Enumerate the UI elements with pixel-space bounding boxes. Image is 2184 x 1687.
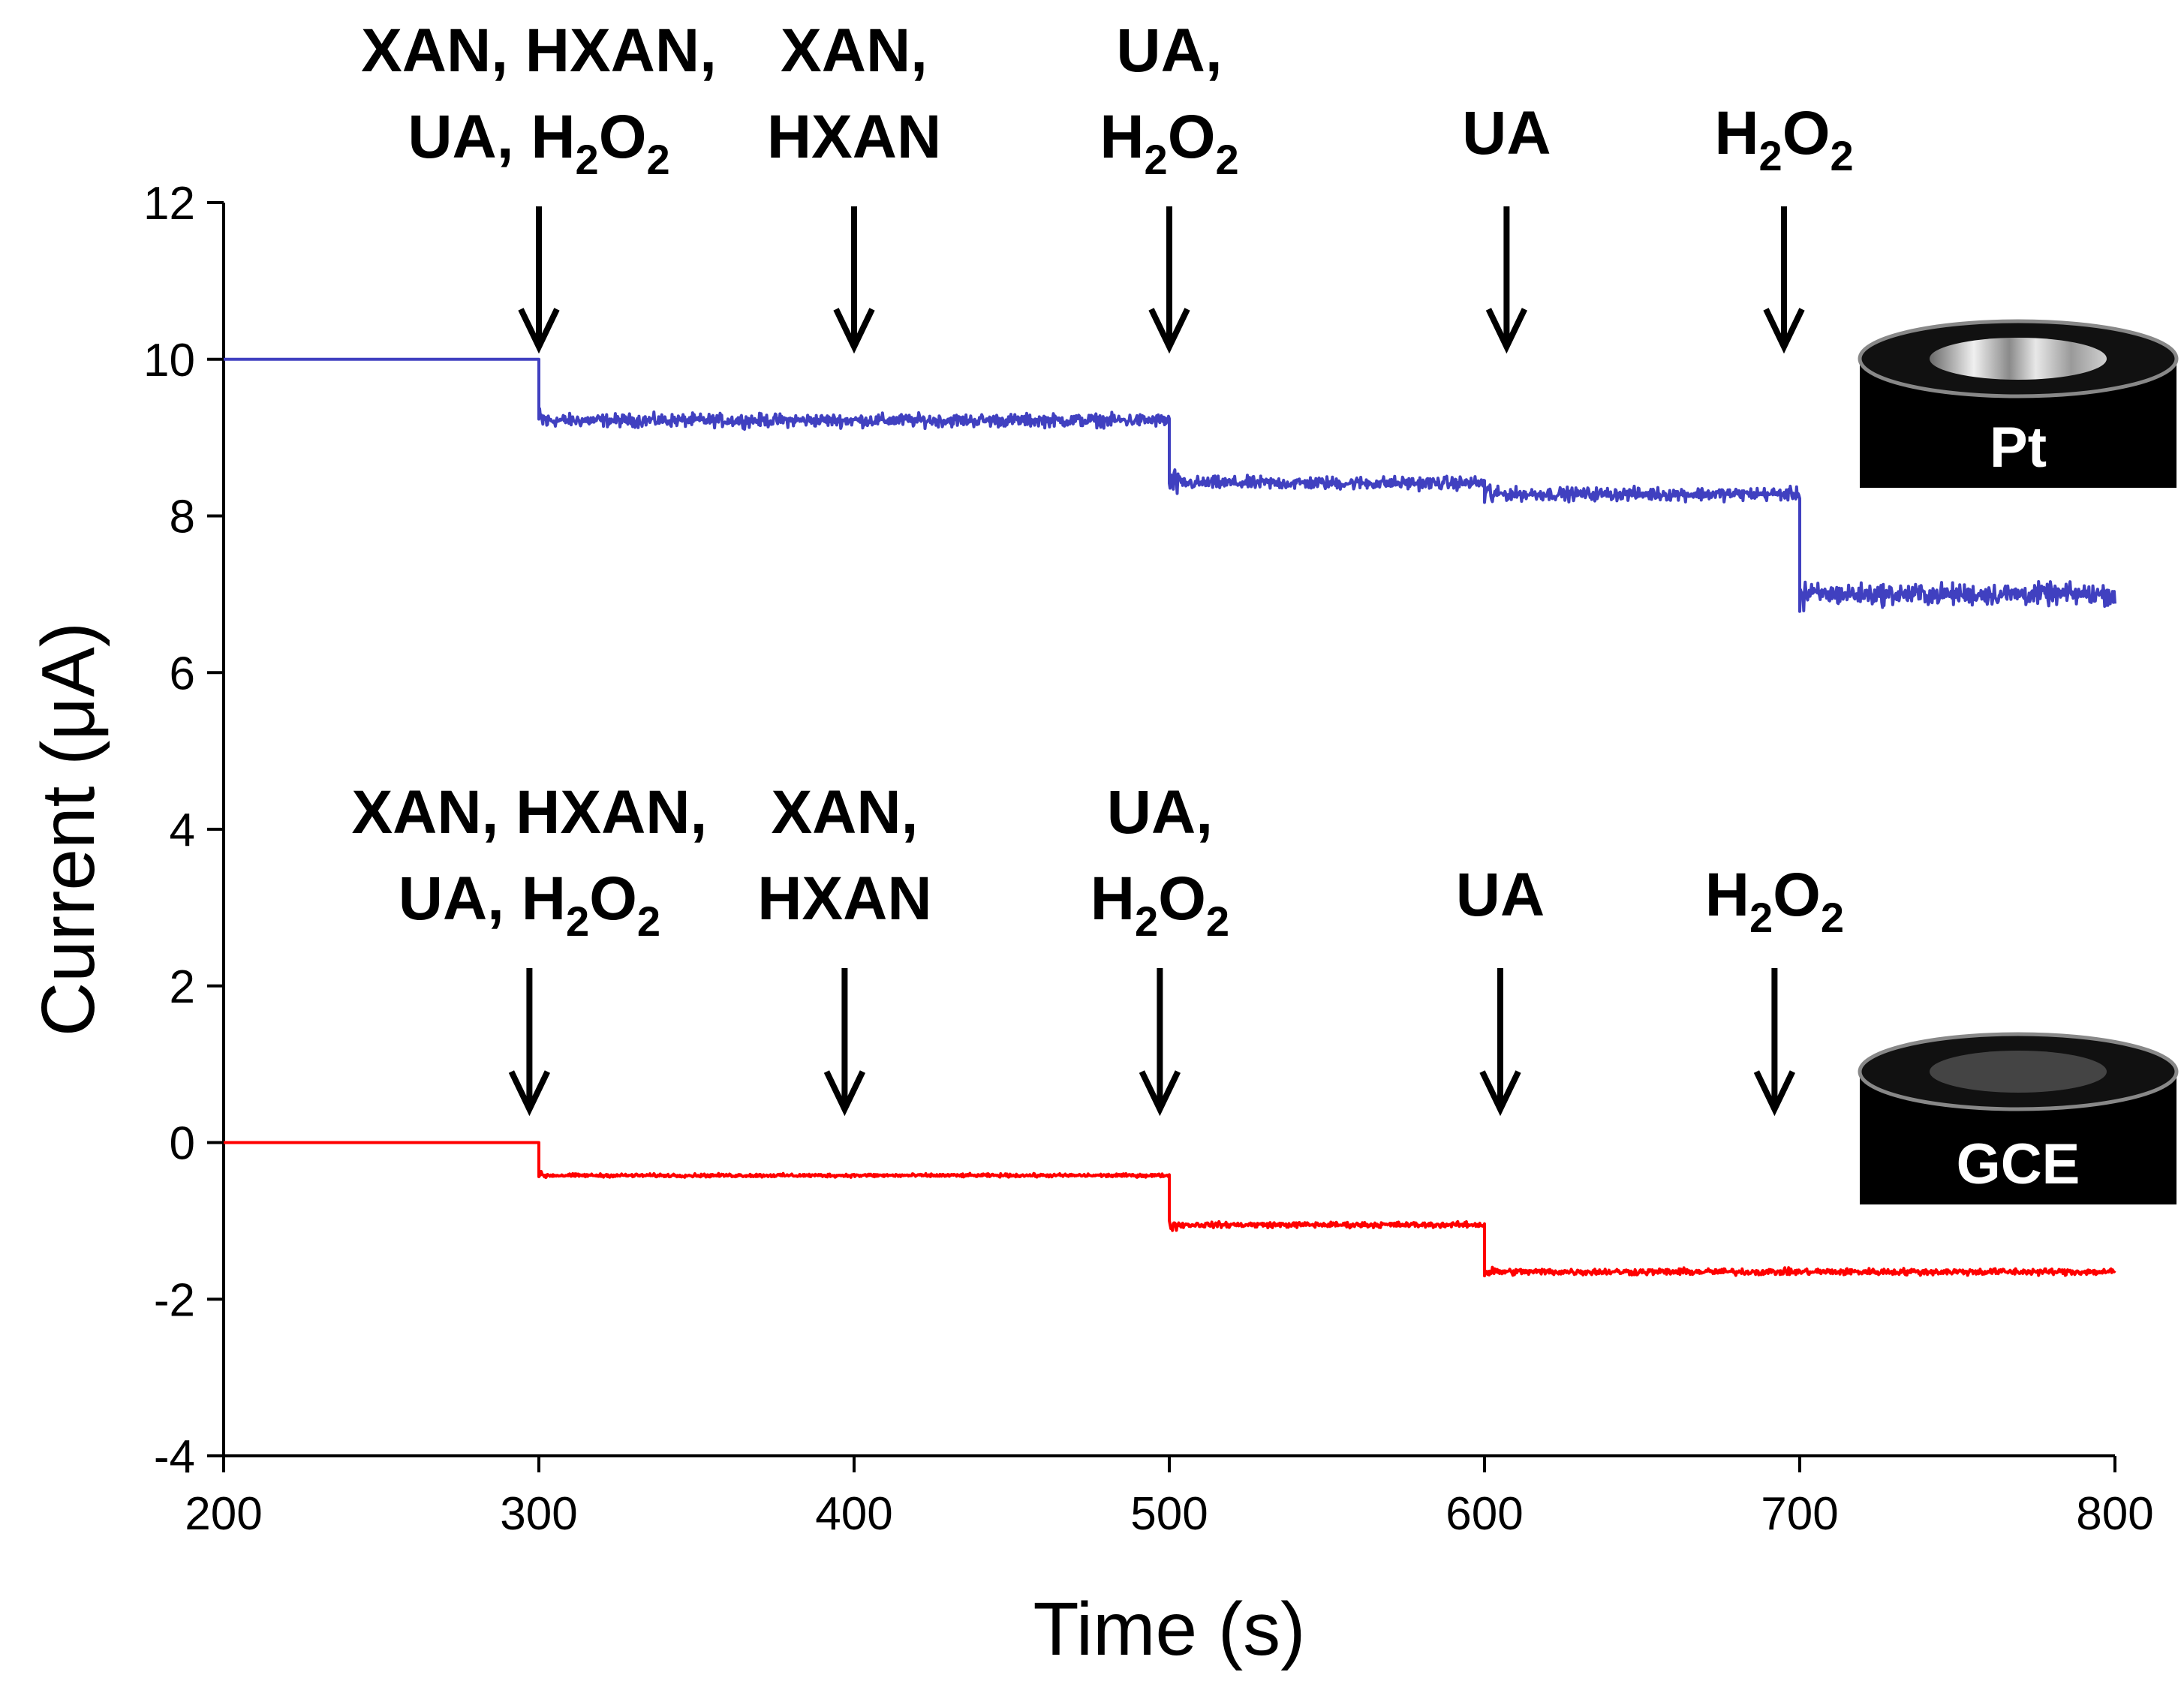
electrode-disk [1930, 338, 2107, 380]
annotation-gce: XAN, HXAN [757, 778, 932, 1117]
x-tick-label: 300 [500, 1488, 577, 1540]
annotation-label: XAN, [771, 778, 918, 847]
electrode-gce-icon: GCE [1858, 1032, 2179, 1204]
annotation-gce: H2O2 [1705, 861, 1844, 1117]
annotation-label: H2O2 [1714, 99, 1853, 179]
annotation-label: UA, [1116, 17, 1222, 85]
annotation-pt: H2O2 [1714, 99, 1854, 354]
arrow-down-icon [1763, 308, 1805, 354]
annotation-gce: UA, H2O2 [1090, 778, 1229, 1117]
annotation-pt: XAN, HXAN [767, 17, 941, 354]
arrow-down-icon [823, 1070, 866, 1117]
annotation-label: H2O2 [1090, 865, 1229, 945]
y-tick-label: 10 [143, 335, 195, 386]
annotation-label: XAN, HXAN, [361, 17, 717, 85]
x-tick-label: 500 [1130, 1488, 1208, 1540]
arrow-down-icon [1753, 1070, 1796, 1117]
arrow-down-icon [508, 1070, 551, 1117]
y-tick-label: 4 [170, 804, 195, 856]
annotation-label: UA [1456, 861, 1545, 929]
y-tick-label: -4 [154, 1431, 195, 1483]
y-tick-label: -2 [154, 1274, 195, 1326]
x-axis-title: Time (s) [1033, 1587, 1306, 1671]
annotation-pt: UA, H2O2 [1100, 17, 1239, 354]
series-line-gce [223, 1141, 2116, 1278]
annotation-label: H2O2 [1100, 103, 1238, 183]
axes: -4 -2 0 2 4 6 8 10 12 200 300 400 500 600 700 800 Time (… [26, 178, 2154, 1671]
x-tick-label: 600 [1445, 1488, 1523, 1540]
annotation-label: UA [1462, 99, 1551, 167]
arrow-down-icon [518, 308, 560, 354]
y-tick-label: 2 [170, 961, 195, 1013]
electrode-icons: Pt GCE [1858, 319, 2179, 1204]
annotation-gce: UA [1456, 861, 1545, 1117]
series-layer [223, 357, 2116, 1278]
y-tick-label: 0 [170, 1118, 195, 1170]
y-tick-label: 8 [170, 492, 195, 543]
annotation-pt: UA [1462, 99, 1551, 354]
series-line-pt [223, 357, 2116, 613]
annotation-pt: XAN, HXAN, UA, H2O2 [361, 17, 717, 354]
x-tick-label: 700 [1761, 1488, 1838, 1540]
arrow-down-icon [1485, 308, 1528, 354]
x-tick-label: 800 [2076, 1488, 2153, 1540]
annotation-label: UA, H2O2 [399, 865, 660, 945]
annotation-label: HXAN [767, 103, 941, 171]
x-tick-label: 200 [185, 1488, 262, 1540]
annotation-label: XAN, HXAN, [351, 778, 707, 847]
annotation-label: H2O2 [1705, 861, 1844, 941]
x-tick-label: 400 [815, 1488, 892, 1540]
arrow-down-icon [1479, 1070, 1521, 1117]
electrode-disk [1930, 1051, 2107, 1093]
y-tick-label: 12 [143, 178, 195, 230]
electrode-label: GCE [1957, 1132, 2080, 1196]
annotation-label: UA, [1107, 778, 1213, 847]
annotation-gce: XAN, HXAN, UA, H2O2 [351, 778, 707, 1117]
arrow-down-icon [1148, 308, 1190, 354]
annotation-label: XAN, [781, 17, 928, 85]
electrode-label: Pt [1990, 416, 2047, 480]
y-tick-label: 6 [170, 648, 195, 699]
arrow-down-icon [1139, 1070, 1181, 1117]
y-axis-title: Current (μA) [26, 622, 110, 1036]
arrow-down-icon [833, 308, 875, 354]
electrode-pt-icon: Pt [1858, 319, 2179, 488]
annotation-label: UA, H2O2 [408, 103, 669, 183]
annotation-label: HXAN [757, 865, 931, 933]
annotations: XAN, HXAN, UA, H2O2 XAN, HXAN UA, H2O2 UA H2O2 X… [351, 17, 1854, 1117]
